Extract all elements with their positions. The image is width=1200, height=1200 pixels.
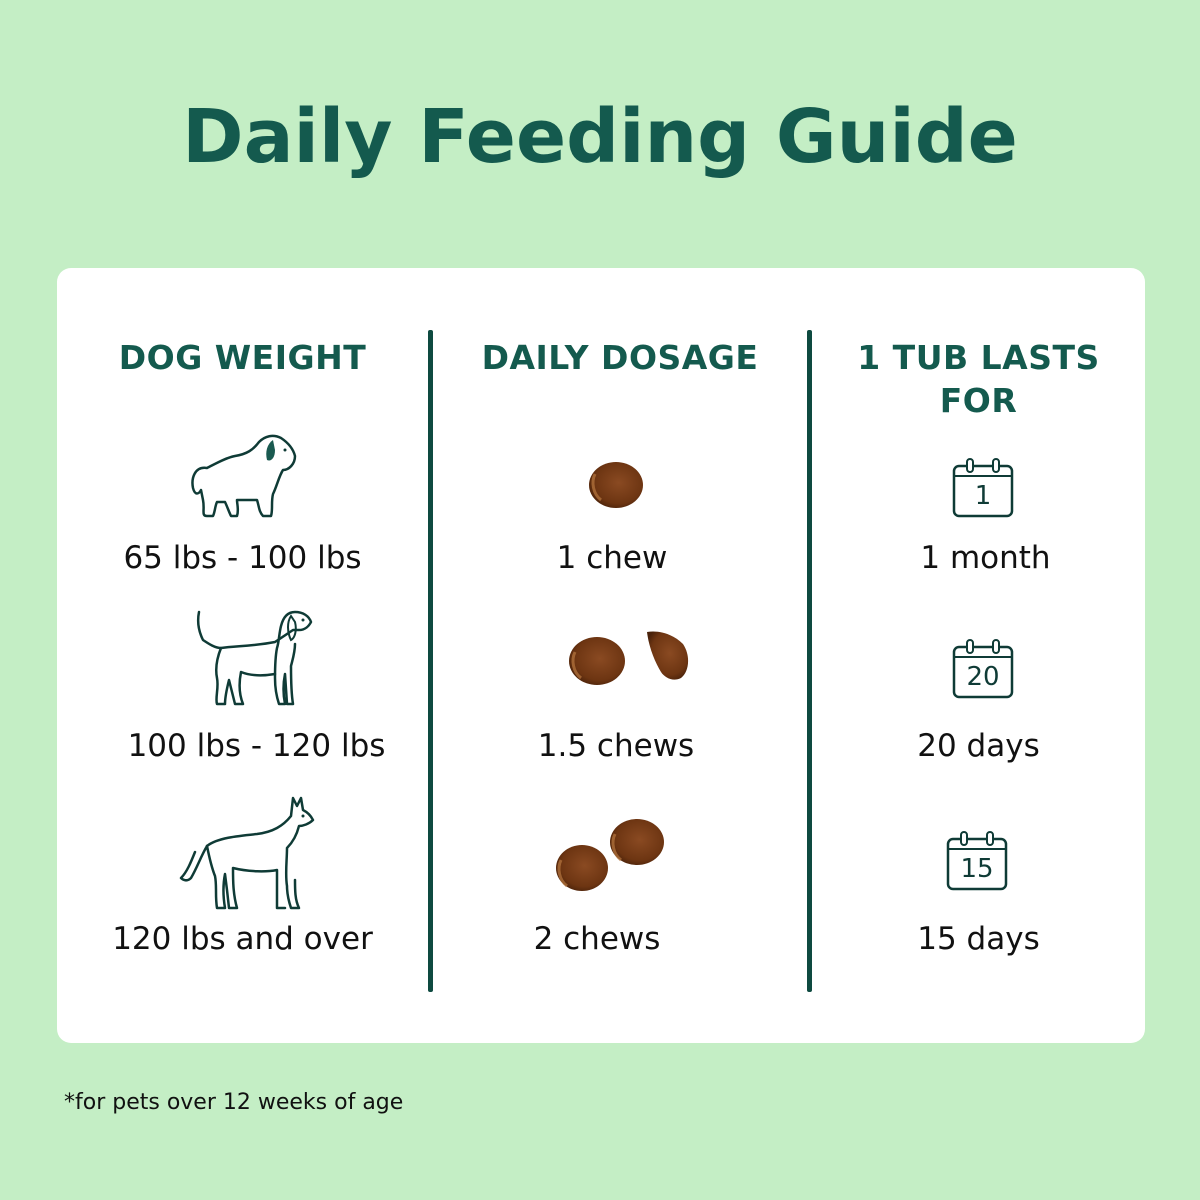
dosage-label-1: 1 chew — [556, 540, 668, 576]
feeding-guide-card: DOG WEIGHT 65 lbs - 100 lbs 100 lbs - 12… — [57, 268, 1145, 1043]
weight-label-2: 100 lbs - 120 lbs — [127, 728, 386, 764]
calendar-icon: 15 — [946, 831, 1008, 891]
hound-dog-icon — [196, 610, 313, 706]
calendar-number: 1 — [974, 481, 992, 511]
duration-label-2: 20 days — [917, 728, 1040, 764]
footnote: *for pets over 12 weeks of age — [64, 1090, 404, 1115]
weight-label-3: 120 lbs and over — [112, 921, 373, 957]
duration-label-1: 1 month — [920, 540, 1051, 576]
column-divider — [428, 330, 433, 992]
small-fluffy-dog-icon — [191, 434, 297, 518]
daily-dosage-column: DAILY DOSAGE 1 chew 1.5 chews — [433, 268, 807, 1043]
large-dog-icon — [179, 796, 315, 910]
weight-label-1: 65 lbs - 100 lbs — [123, 540, 362, 576]
dosage-label-3: 2 chews — [533, 921, 661, 957]
column-divider — [807, 330, 812, 992]
dog-weight-header: DOG WEIGHT — [118, 338, 367, 377]
calendar-icon: 1 — [952, 458, 1014, 518]
duration-label-3: 15 days — [917, 921, 1040, 957]
calendar-number: 15 — [960, 854, 994, 884]
two-chews-icon — [556, 819, 664, 891]
one-chew-icon — [589, 462, 643, 508]
page-title: Daily Feeding Guide — [182, 94, 1018, 180]
tub-duration-column: 1 TUB LASTS FOR 1 1 month 20 20 days — [812, 268, 1145, 1043]
calendar-icon: 20 — [952, 639, 1014, 699]
dosage-label-2: 1.5 chews — [537, 728, 695, 764]
dog-weight-column: DOG WEIGHT 65 lbs - 100 lbs 100 lbs - 12… — [57, 268, 428, 1043]
calendar-number: 20 — [966, 662, 1000, 692]
tub-lasts-header: 1 TUB LASTS FOR — [812, 336, 1145, 422]
tub-lasts-header-line2: FOR — [939, 381, 1018, 420]
daily-dosage-header: DAILY DOSAGE — [481, 338, 759, 377]
tub-lasts-header-line1: 1 TUB LASTS — [857, 338, 1100, 377]
one-and-half-chews-icon — [569, 631, 689, 685]
